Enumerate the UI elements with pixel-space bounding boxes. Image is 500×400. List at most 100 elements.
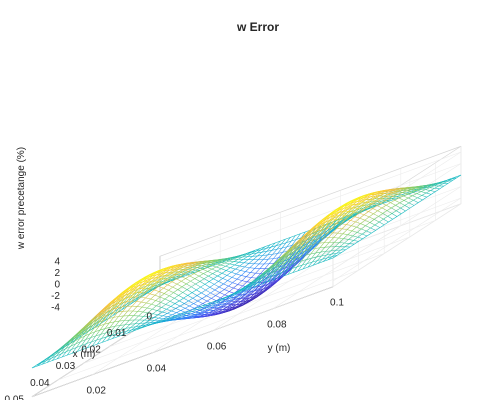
tick-labels: -4-202400.010.020.030.040.0500.020.040.0… [5, 257, 345, 400]
mesh-line [172, 264, 177, 267]
mesh-line [260, 272, 265, 277]
mesh-line [342, 212, 347, 215]
grid-line [332, 203, 462, 288]
mesh-line [242, 287, 248, 292]
mesh-line [149, 293, 156, 296]
mesh-line [164, 290, 169, 294]
mesh-line [234, 264, 240, 267]
mesh-line [133, 283, 138, 288]
mesh-line [202, 303, 208, 306]
mesh-line [163, 275, 169, 279]
mesh-line [188, 300, 194, 304]
mesh-line [425, 187, 430, 190]
mesh-line [250, 279, 255, 284]
mesh-line [223, 306, 228, 308]
mesh-line [353, 208, 359, 213]
mesh-line [320, 222, 326, 229]
mesh-line [229, 263, 235, 266]
mesh-line [310, 225, 315, 231]
mesh-line [284, 271, 289, 276]
mesh-line [189, 305, 195, 309]
grid-line [159, 151, 462, 263]
mesh-line [355, 203, 362, 208]
mesh-line [117, 306, 123, 313]
mesh-line [384, 221, 389, 226]
mesh-line [272, 275, 278, 282]
mesh-line [354, 241, 359, 245]
mesh-line [271, 273, 278, 277]
mesh-line [301, 243, 307, 247]
mesh-line [376, 202, 382, 206]
mesh-line [258, 289, 264, 292]
mesh-line [115, 329, 121, 331]
mesh-line [278, 252, 283, 258]
mesh-line [380, 198, 386, 201]
mesh-line [280, 264, 286, 271]
mesh-line [150, 298, 156, 301]
mesh-line [271, 281, 277, 285]
mesh-line [254, 290, 259, 295]
mesh-line [231, 304, 237, 307]
mesh-line [174, 303, 181, 307]
mesh-line [238, 256, 243, 260]
mesh-line [222, 308, 227, 310]
mesh-line [103, 314, 108, 321]
mesh-line [109, 317, 114, 324]
mesh-line [152, 313, 158, 316]
mesh-line [245, 267, 250, 272]
mesh-line [145, 287, 150, 290]
mesh-line [110, 330, 116, 332]
mesh-line [192, 265, 198, 268]
mesh-line [266, 272, 271, 278]
mesh-line [267, 284, 272, 288]
mesh-line [328, 221, 334, 224]
mesh-line [112, 307, 118, 314]
mesh-line [130, 292, 136, 298]
mesh-line [115, 325, 121, 331]
mesh-line [101, 336, 107, 339]
mesh-line [399, 202, 405, 206]
mesh-line [425, 190, 431, 194]
mesh-line [255, 287, 260, 291]
mesh-line [184, 308, 191, 311]
mesh-line [260, 268, 266, 274]
mesh-line [280, 238, 286, 242]
y-tick-label: 0.08 [267, 319, 287, 330]
mesh-line [56, 353, 62, 357]
mesh-line [373, 198, 379, 202]
mesh-line [242, 290, 248, 296]
mesh-line [179, 271, 185, 275]
mesh-line [244, 297, 251, 299]
mesh-line [226, 295, 231, 298]
mesh-line [228, 282, 233, 287]
mesh-line [173, 264, 178, 267]
mesh-line [68, 337, 74, 343]
mesh-line [123, 310, 129, 317]
mesh-line [161, 307, 167, 310]
mesh-line [376, 205, 383, 209]
mesh-line [382, 189, 387, 191]
mesh-line [241, 253, 247, 256]
mesh-line [41, 359, 46, 364]
mesh-line [237, 289, 243, 294]
mesh-line [261, 273, 266, 279]
mesh-line [428, 183, 433, 186]
mesh-line [266, 246, 272, 252]
mesh-line [209, 307, 215, 311]
mesh-line [283, 258, 289, 262]
mesh-line [296, 238, 302, 244]
mesh-line [106, 335, 112, 338]
mesh-line [333, 215, 339, 219]
mesh-line [106, 331, 111, 338]
mesh-line [142, 279, 148, 285]
mesh-line [369, 192, 375, 196]
mesh-line [181, 283, 187, 287]
mesh-line [207, 312, 214, 315]
x-tick-label: 0.02 [81, 345, 101, 356]
mesh-line [296, 260, 302, 267]
mesh-line [225, 309, 231, 312]
mesh-line [324, 233, 330, 238]
mesh-line [308, 236, 313, 242]
mesh-line [245, 297, 250, 301]
mesh-line [87, 345, 93, 349]
